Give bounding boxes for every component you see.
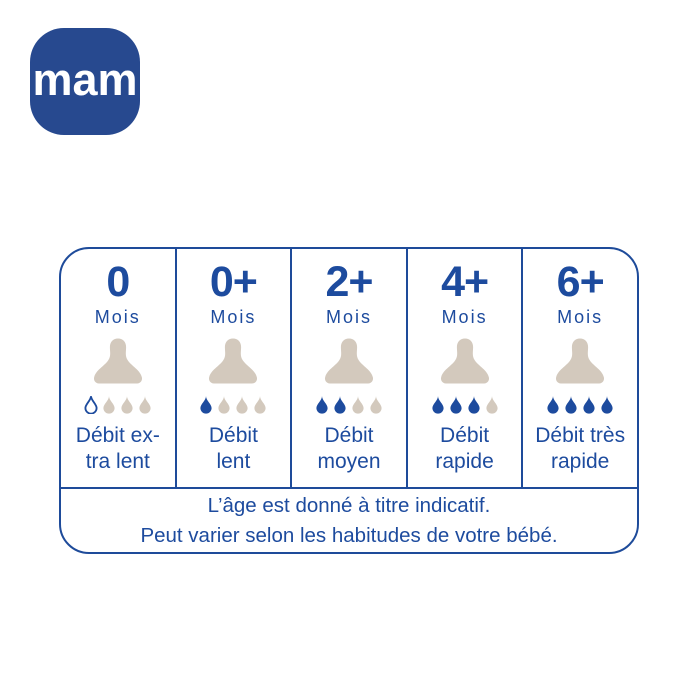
age-column-3: 4+ Mois Débit rapide	[408, 249, 524, 487]
droplet-icon	[217, 395, 231, 414]
droplet-icon	[199, 395, 213, 414]
droplet-icon	[351, 395, 365, 414]
flow-drops	[431, 395, 499, 414]
droplet-icon	[138, 395, 152, 414]
droplet-icon	[564, 395, 578, 414]
droplet-icon	[485, 395, 499, 414]
age-column-0: 0 Mois Débit ex- tra lent	[61, 249, 177, 487]
mam-logo: mam	[30, 28, 140, 135]
age-value: 0	[106, 258, 130, 306]
flow-drops	[315, 395, 383, 414]
droplet-icon	[235, 395, 249, 414]
droplet-icon	[333, 395, 347, 414]
age-value: 0+	[209, 258, 258, 306]
age-unit: Mois	[325, 307, 372, 327]
age-value: 4+	[441, 258, 489, 306]
footnote-line-1: L’âge est donné à titre indicatif.	[207, 494, 491, 518]
droplet-icon	[431, 395, 445, 414]
mam-logo-text: mam	[32, 54, 138, 105]
flow-label: Débit lent	[208, 424, 258, 473]
flow-label: Débit moyen	[317, 424, 381, 473]
droplet-icon	[582, 395, 596, 414]
flow-drops	[546, 395, 614, 414]
age-unit: Mois	[557, 307, 604, 327]
flow-drops	[199, 395, 267, 414]
droplet-icon	[449, 395, 463, 414]
age-column-4: 6+ Mois Débit très rapide	[523, 249, 637, 487]
age-column-2: 2+ Mois Débit moyen	[292, 249, 408, 487]
age-value: 6+	[556, 258, 605, 306]
flow-label: Débit rapide	[435, 424, 494, 473]
flow-drops	[84, 395, 152, 414]
droplet-icon	[600, 395, 614, 414]
bottle-teat-icon	[324, 338, 374, 384]
bottle-teat-icon	[93, 338, 142, 384]
flow-label: Débit ex- tra lent	[75, 424, 160, 473]
age-value: 2+	[325, 258, 373, 306]
age-unit: Mois	[210, 307, 257, 327]
droplet-icon	[546, 395, 560, 414]
droplet-icon	[315, 395, 329, 414]
flow-label: Débit très rapide	[535, 424, 626, 473]
droplet-icon	[467, 395, 481, 414]
flow-rate-table: 0 Mois Débit ex- tra lent 0+ Mois Débit …	[59, 247, 639, 554]
age-unit: Mois	[94, 307, 141, 327]
bottle-teat-icon	[209, 338, 258, 384]
bottle-teat-icon	[440, 338, 489, 384]
droplet-icon	[253, 395, 267, 414]
age-columns-row: 0 Mois Débit ex- tra lent 0+ Mois Débit …	[61, 249, 637, 489]
age-column-1: 0+ Mois Débit lent	[177, 249, 293, 487]
footnote-line-2: Peut varier selon les habitudes de votre…	[140, 523, 558, 547]
bottle-teat-icon	[556, 338, 605, 384]
droplet-icon	[102, 395, 116, 414]
age-unit: Mois	[441, 307, 488, 327]
footnote: L’âge est donné à titre indicatif. Peut …	[61, 489, 637, 552]
droplet-icon	[84, 395, 98, 414]
droplet-icon	[369, 395, 383, 414]
droplet-icon	[120, 395, 134, 414]
